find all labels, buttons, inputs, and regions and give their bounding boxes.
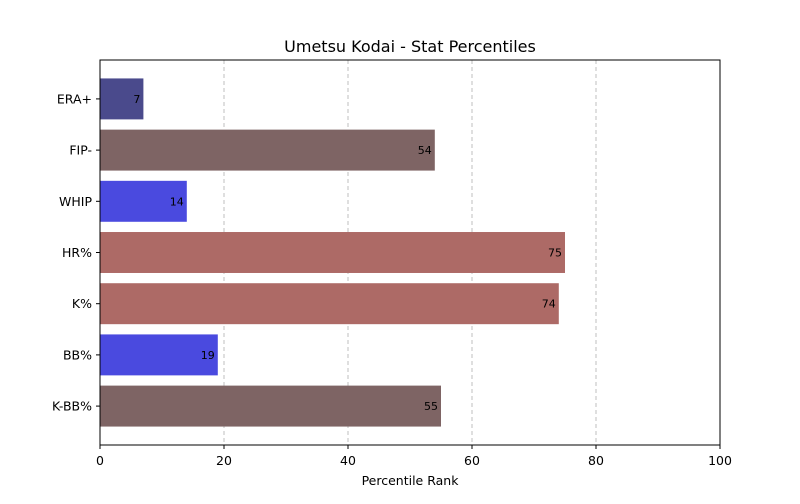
y-tick-label: HR% (62, 245, 92, 260)
ticks-layer: 0 20 40 60 80 100 ERA+ FIP- WHIP HR% K% BB% K-BB% (52, 91, 732, 468)
x-tick-label: 0 (96, 453, 104, 468)
bar-k-bb- (100, 385, 441, 427)
data-label: 14 (170, 195, 184, 208)
x-tick-label: 20 (216, 453, 232, 468)
data-label: 19 (201, 349, 215, 362)
bar-k- (100, 283, 559, 325)
x-tick-label: 80 (588, 453, 604, 468)
y-tick-label: K% (72, 296, 92, 311)
data-label: 55 (424, 400, 438, 413)
x-tick-label: 100 (708, 453, 732, 468)
bar-era- (100, 78, 144, 120)
bar-hr- (100, 232, 565, 273)
bars-layer: 7 54 14 75 74 19 55 (100, 78, 565, 427)
x-tick-label: 40 (340, 453, 356, 468)
y-tick-label: FIP- (69, 143, 92, 158)
data-label: 54 (418, 144, 432, 157)
y-tick-label: ERA+ (57, 91, 92, 106)
x-tick-label: 60 (464, 453, 480, 468)
bar-bb- (100, 334, 218, 376)
data-label: 75 (548, 247, 562, 260)
data-label: 7 (133, 93, 140, 106)
y-tick-label: WHIP (59, 194, 92, 209)
bar-fip- (100, 129, 435, 171)
y-tick-label: K-BB% (52, 399, 92, 414)
chart-title: Umetsu Kodai - Stat Percentiles (284, 37, 536, 56)
bar-whip (100, 180, 187, 222)
data-label: 74 (542, 298, 556, 311)
y-tick-label: BB% (63, 347, 92, 362)
x-axis-label: Percentile Rank (362, 473, 460, 488)
